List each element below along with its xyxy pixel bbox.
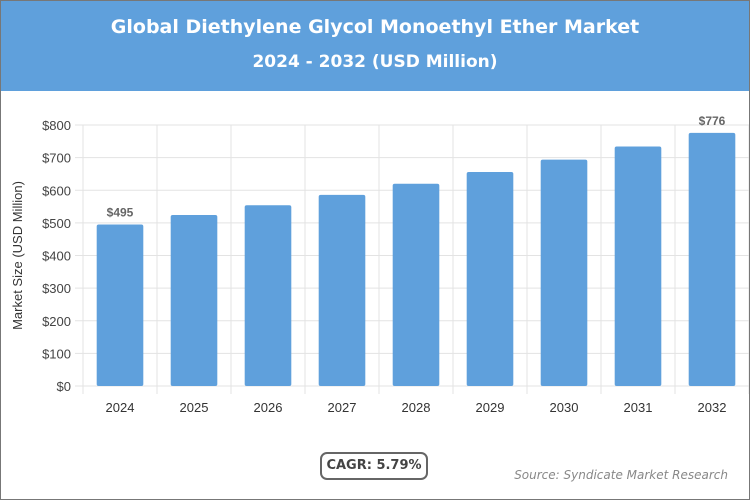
- source-note: Source: Syndicate Market Research: [514, 468, 728, 482]
- chart-subtitle: 2024 - 2032 (USD Million): [252, 52, 498, 72]
- data-label: $495: [107, 206, 134, 220]
- y-tick-label: $100: [42, 346, 71, 361]
- cagr-badge: CAGR: 5.79%: [320, 452, 428, 480]
- bar-2031: [614, 146, 662, 386]
- chart-header: Global Diethylene Glycol Monoethyl Ether…: [0, 0, 750, 91]
- y-tick-label: $300: [42, 281, 71, 296]
- bar-2024: [96, 224, 144, 386]
- y-tick-label: $800: [42, 118, 71, 133]
- x-tick-label: 2029: [476, 400, 505, 415]
- y-axis-label: Market Size (USD Million): [10, 181, 25, 330]
- y-tick-label: $200: [42, 314, 71, 329]
- x-tick-label: 2024: [106, 400, 135, 415]
- bar-2032: [688, 132, 736, 386]
- x-tick-label: 2027: [328, 400, 357, 415]
- bar-2027: [318, 194, 366, 386]
- chart-title: Global Diethylene Glycol Monoethyl Ether…: [110, 16, 640, 38]
- bar-2025: [170, 215, 218, 386]
- bar-2028: [392, 183, 440, 386]
- x-tick-label: 2030: [550, 400, 579, 415]
- x-tick-label: 2026: [254, 400, 283, 415]
- y-tick-label: $0: [57, 379, 71, 394]
- bar-2026: [244, 205, 292, 386]
- x-tick-label: 2028: [402, 400, 431, 415]
- x-tick-label: 2032: [698, 400, 727, 415]
- x-tick-label: 2031: [624, 400, 653, 415]
- y-tick-label: $700: [42, 151, 71, 166]
- data-label: $776: [699, 114, 726, 128]
- bar-2029: [466, 171, 514, 386]
- y-tick-label: $500: [42, 216, 71, 231]
- y-tick-label: $400: [42, 249, 71, 264]
- bar-2030: [540, 159, 588, 386]
- x-tick-label: 2025: [180, 400, 209, 415]
- y-tick-label: $600: [42, 183, 71, 198]
